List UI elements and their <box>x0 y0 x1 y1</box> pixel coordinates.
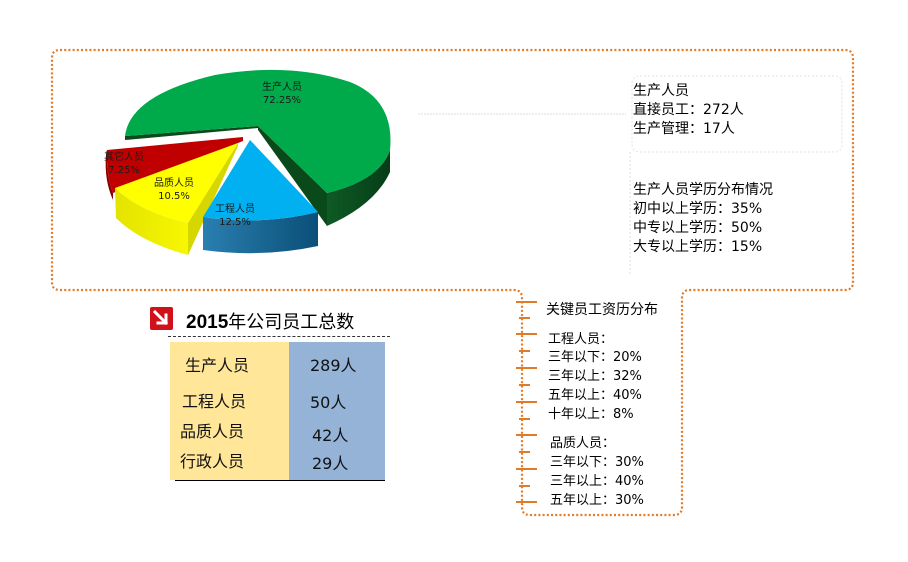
table-cell-count: 289人 <box>310 356 357 375</box>
table-role-column <box>170 342 289 480</box>
salary-item: 三年以上：40% <box>550 474 644 489</box>
pie-slice-production <box>125 69 391 226</box>
salary-item: 五年以上：30% <box>550 493 644 508</box>
production-info-direct: 直接员工：272人 <box>633 102 744 118</box>
pie-slice-quality <box>115 143 238 255</box>
table-cell-count: 50人 <box>310 393 347 412</box>
divider <box>168 336 390 337</box>
salary-title: 关键员工资历分布 <box>546 302 658 318</box>
education-title: 生产人员学历分布情况 <box>633 182 773 198</box>
pie-slice-engineering <box>203 140 318 254</box>
table-count-column <box>289 342 385 480</box>
education-item: 大专以上学历：15% <box>633 239 763 255</box>
production-info-management: 生产管理：17人 <box>633 121 735 137</box>
table-cell-role: 行政人员 <box>180 452 245 471</box>
education-info: 生产人员学历分布情况 初中以上学历：35% 中专以上学历：50% 大专以上学历：… <box>633 181 773 257</box>
pie-label-engineering: 工程人员 12.5% <box>215 204 255 228</box>
table-bottom-rule <box>175 480 385 481</box>
salary-group-quality: 品质人员： <box>550 436 616 451</box>
table-cell-role: 工程人员 <box>182 392 247 411</box>
arrow-down-right-icon <box>150 307 173 330</box>
pie-chart <box>105 69 391 255</box>
production-info-title: 生产人员 <box>633 83 689 99</box>
pie-label-other: 其它人员 7.25% <box>104 152 144 176</box>
salary-item: 五年以上：40% <box>548 388 642 403</box>
headcount-title: 2015年公司员工总数 <box>186 312 355 333</box>
education-item: 中专以上学历：50% <box>633 220 763 236</box>
table-cell-count: 42人 <box>312 426 349 445</box>
pie-label-quality: 品质人员 10.5% <box>154 178 194 202</box>
salary-item: 三年以下：20% <box>548 350 642 365</box>
education-item: 初中以上学历：35% <box>633 201 763 217</box>
table-cell-count: 29人 <box>312 454 349 473</box>
salary-item: 十年以上：8% <box>548 407 634 422</box>
pie-label-production: 生产人员 72.25% <box>262 82 302 106</box>
production-info: 生产人员 直接员工：272人 生产管理：17人 <box>633 82 744 139</box>
table-cell-role: 品质人员 <box>180 422 245 441</box>
table-cell-role: 生产人员 <box>185 356 250 375</box>
salary-group-engineering: 工程人员： <box>548 332 614 347</box>
salary-item: 三年以下：30% <box>550 455 644 470</box>
salary-item: 三年以上：32% <box>548 369 642 384</box>
